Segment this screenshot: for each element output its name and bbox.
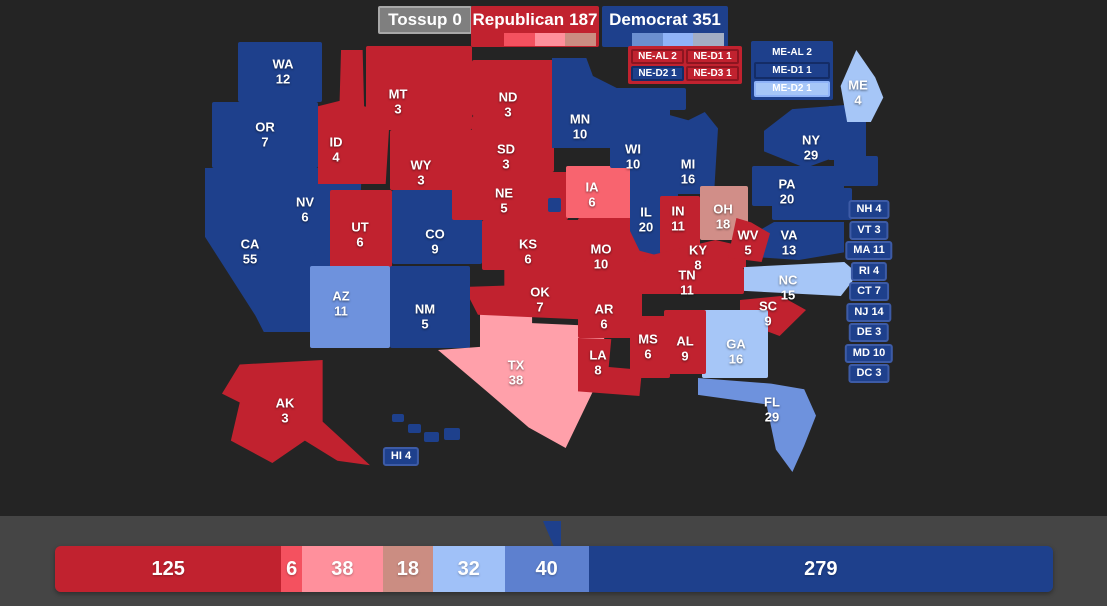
republican-swatch-1[interactable] <box>504 33 535 46</box>
state-box-nj-14[interactable]: NJ 14 <box>846 302 892 322</box>
tossup-label: Tossup <box>388 10 448 29</box>
bar-segment-value: 38 <box>331 557 354 580</box>
democrat-swatch-1[interactable] <box>632 33 663 46</box>
state-ne-blob-2[interactable] <box>834 156 878 186</box>
state-hi-2[interactable] <box>408 424 421 433</box>
result-panel: 125 6 38 18 32 40 279 <box>0 516 1107 606</box>
democrat-label: Democrat <box>609 10 688 29</box>
republican-count: 187 <box>569 10 598 29</box>
democrat-lean-swatches <box>632 33 725 46</box>
nebraska-districts-box: NE-AL 2 NE-D1 1 NE-D2 1 NE-D3 1 <box>628 46 742 84</box>
bar-segment-6: 6 <box>281 546 302 592</box>
state-box-ct-7[interactable]: CT 7 <box>849 282 889 301</box>
bar-segment-279: 279 <box>588 546 1053 592</box>
state-ne-blob-4[interactable] <box>772 204 844 220</box>
state-hi-4[interactable] <box>444 428 460 440</box>
state-box-nh-4[interactable]: NH 4 <box>848 200 890 219</box>
state-mi-up[interactable] <box>598 88 686 110</box>
district-box-ne-al-2[interactable]: NE-AL 2 <box>631 49 684 64</box>
bar-segment-value: 6 <box>286 557 298 580</box>
bar-segment-value: 40 <box>535 557 558 580</box>
state-nc[interactable] <box>744 262 858 296</box>
state-pa[interactable] <box>752 166 844 206</box>
state-box-hi[interactable]: HI 4 <box>382 447 420 466</box>
district-box-me-al-2[interactable]: ME-AL 2 <box>754 44 830 61</box>
state-sd[interactable] <box>472 116 554 172</box>
state-hi-1[interactable] <box>392 414 404 422</box>
republican-swatch-3[interactable] <box>565 33 597 46</box>
win-threshold-pointer <box>543 521 561 547</box>
state-ne-d2-map[interactable] <box>548 198 561 212</box>
democrat-count: 351 <box>692 10 721 29</box>
state-ak[interactable] <box>222 360 370 466</box>
republican-label: Republican <box>472 10 565 29</box>
tossup-count: 0 <box>452 10 462 29</box>
district-box-me-d2-1[interactable]: ME-D2 1 <box>754 80 830 97</box>
bar-segment-18: 18 <box>382 546 433 592</box>
bar-segment-32: 32 <box>432 546 505 592</box>
district-box-ne-d2-1[interactable]: NE-D2 1 <box>631 66 684 81</box>
bar-segment-40: 40 <box>504 546 589 592</box>
state-mi[interactable] <box>652 112 718 194</box>
state-box-dc-3[interactable]: DC 3 <box>848 364 890 383</box>
bar-segment-value: 18 <box>396 557 419 580</box>
state-al[interactable] <box>664 310 706 374</box>
state-box-md-10[interactable]: MD 10 <box>844 343 894 363</box>
tossup-button[interactable]: Tossup 0 <box>378 6 472 34</box>
republican-swatch-2[interactable] <box>534 33 566 46</box>
bar-segment-125: 125 <box>55 546 282 592</box>
bar-segment-value: 125 <box>151 557 185 580</box>
democrat-swatch-2[interactable] <box>662 33 694 46</box>
state-in[interactable] <box>660 196 700 254</box>
state-nd[interactable] <box>472 60 554 116</box>
state-mt[interactable] <box>366 46 472 130</box>
republican-lean-swatches <box>504 33 597 46</box>
bar-segment-value: 32 <box>457 557 480 580</box>
democrat-swatch-3[interactable] <box>693 33 725 46</box>
district-box-ne-d1-1[interactable]: NE-D1 1 <box>686 49 739 64</box>
district-box-me-d1-1[interactable]: ME-D1 1 <box>754 62 830 79</box>
bar-segment-38: 38 <box>301 546 383 592</box>
state-box-ma-11[interactable]: MA 11 <box>845 241 893 260</box>
state-hi-3[interactable] <box>424 432 439 442</box>
maine-districts-box: ME-AL 2 ME-D1 1 ME-D2 1 <box>751 41 833 100</box>
state-ms[interactable] <box>630 316 670 378</box>
state-box-vt-3[interactable]: VT 3 <box>849 220 889 240</box>
state-fl[interactable] <box>698 378 816 472</box>
state-tn[interactable] <box>640 268 744 294</box>
state-ne[interactable] <box>452 172 568 220</box>
state-ut[interactable] <box>330 190 392 268</box>
bar-segment-value: 279 <box>804 557 838 580</box>
state-wa[interactable] <box>238 42 322 102</box>
state-az[interactable] <box>310 266 390 348</box>
state-ks[interactable] <box>482 220 586 270</box>
state-box-de-3[interactable]: DE 3 <box>848 323 890 342</box>
state-or[interactable] <box>212 102 318 168</box>
state-nm[interactable] <box>390 266 470 348</box>
district-box-ne-d3-1[interactable]: NE-D3 1 <box>686 66 739 81</box>
state-ia[interactable] <box>566 166 638 218</box>
electoral-result-bar: 125 6 38 18 32 40 279 <box>55 546 1053 592</box>
state-box-ri-4[interactable]: RI 4 <box>850 261 888 281</box>
state-ga[interactable] <box>702 310 768 378</box>
